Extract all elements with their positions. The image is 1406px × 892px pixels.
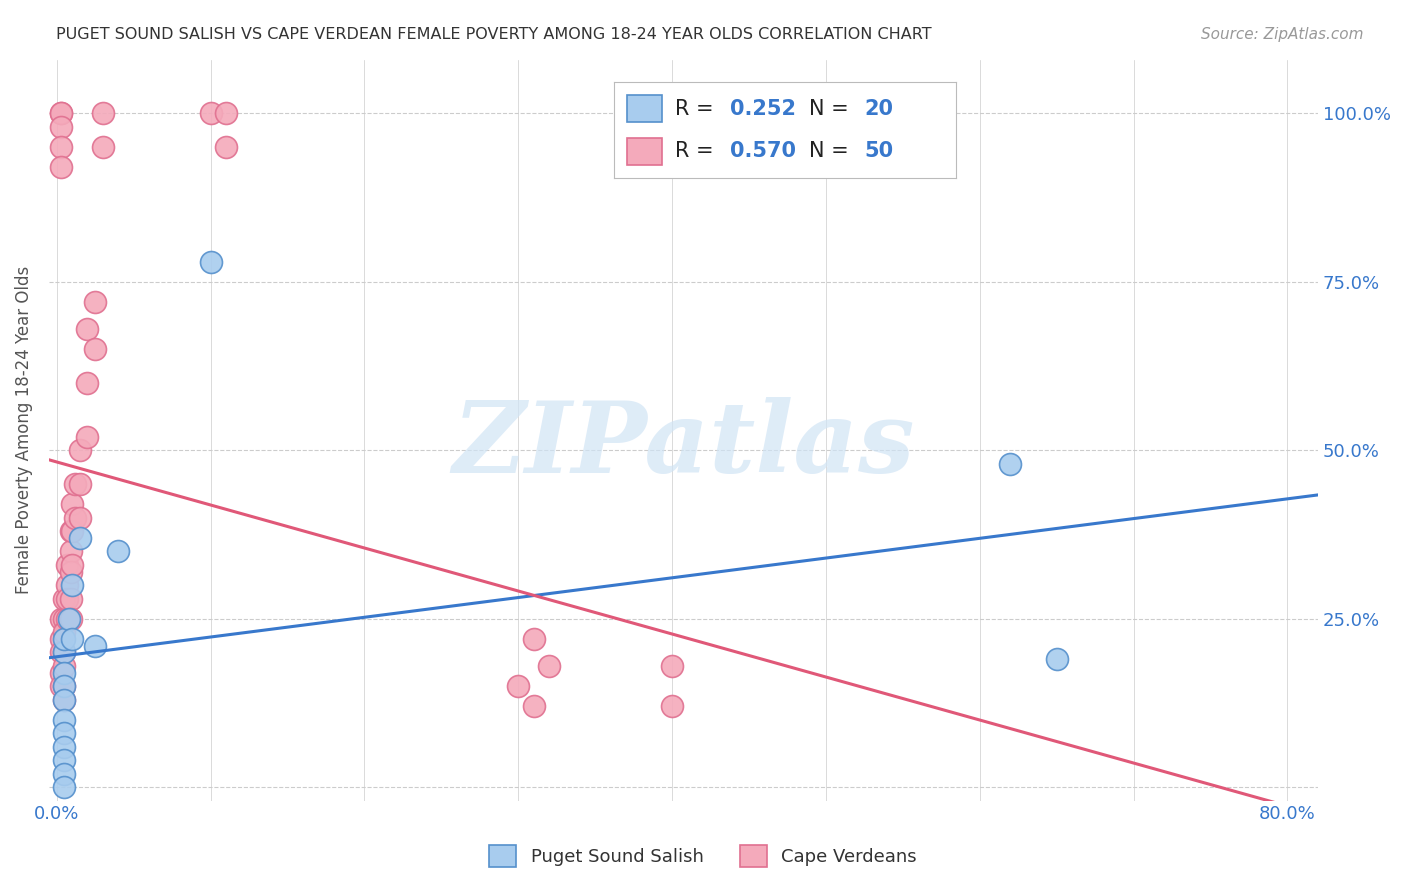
Point (53, 692, 76, 706)
Point (522, 632, 544, 646)
Point (56, 591, 79, 606)
Point (53, 753, 76, 767)
Point (53, 739, 76, 754)
Point (53, 679, 76, 693)
Point (200, 106, 222, 120)
Text: ZIPatlas: ZIPatlas (453, 397, 915, 493)
Point (60, 632, 83, 646)
Point (51, 679, 73, 693)
Point (60, 497, 83, 511)
Point (69, 443, 91, 458)
Point (53, 591, 76, 606)
Point (53, 645, 76, 659)
Point (69, 510, 91, 524)
Point (661, 659, 683, 673)
Point (1046, 652, 1069, 666)
Point (51, 106, 73, 120)
Point (84, 295, 107, 310)
Point (53, 632, 76, 646)
Point (53, 665, 76, 680)
Point (91, 140, 114, 154)
Point (56, 558, 79, 572)
Point (60, 578, 83, 592)
Point (56, 578, 79, 592)
Point (59, 544, 82, 558)
Point (53, 645, 76, 659)
Point (53, 713, 76, 727)
Point (51, 120, 73, 134)
Point (69, 531, 91, 545)
Point (51, 612, 73, 626)
Point (1000, 457, 1022, 471)
Point (53, 692, 76, 706)
Point (53, 780, 76, 794)
Point (60, 524, 83, 538)
Point (200, 254, 222, 268)
Point (51, 106, 73, 120)
Text: Source: ZipAtlas.com: Source: ZipAtlas.com (1201, 27, 1364, 42)
Point (63, 477, 86, 491)
Legend: Puget Sound Salish, Cape Verdeans: Puget Sound Salish, Cape Verdeans (482, 838, 924, 874)
Point (84, 639, 107, 653)
Point (508, 679, 530, 693)
Point (84, 343, 107, 357)
Point (76, 322, 98, 336)
Point (53, 679, 76, 693)
Point (60, 558, 83, 572)
Point (537, 659, 560, 673)
Point (59, 565, 82, 579)
Point (56, 612, 79, 626)
Point (53, 612, 76, 626)
Point (53, 726, 76, 740)
Point (51, 665, 73, 680)
Point (53, 766, 76, 780)
Point (58, 612, 80, 626)
Point (51, 140, 73, 154)
Point (59, 524, 82, 538)
Point (59, 591, 82, 606)
Point (69, 477, 91, 491)
Point (661, 699, 683, 714)
Point (215, 106, 238, 120)
Point (53, 625, 76, 640)
Y-axis label: Female Poverty Among 18-24 Year Olds: Female Poverty Among 18-24 Year Olds (15, 266, 32, 594)
Point (53, 659, 76, 673)
Point (215, 140, 238, 154)
Point (59, 612, 82, 626)
Text: PUGET SOUND SALISH VS CAPE VERDEAN FEMALE POVERTY AMONG 18-24 YEAR OLDS CORRELAT: PUGET SOUND SALISH VS CAPE VERDEAN FEMAL… (56, 27, 932, 42)
Point (522, 699, 544, 714)
Point (51, 632, 73, 646)
Point (76, 376, 98, 390)
Point (107, 544, 129, 558)
Point (91, 106, 114, 120)
Point (63, 510, 86, 524)
Point (51, 645, 73, 659)
Point (76, 430, 98, 444)
Point (51, 161, 73, 175)
